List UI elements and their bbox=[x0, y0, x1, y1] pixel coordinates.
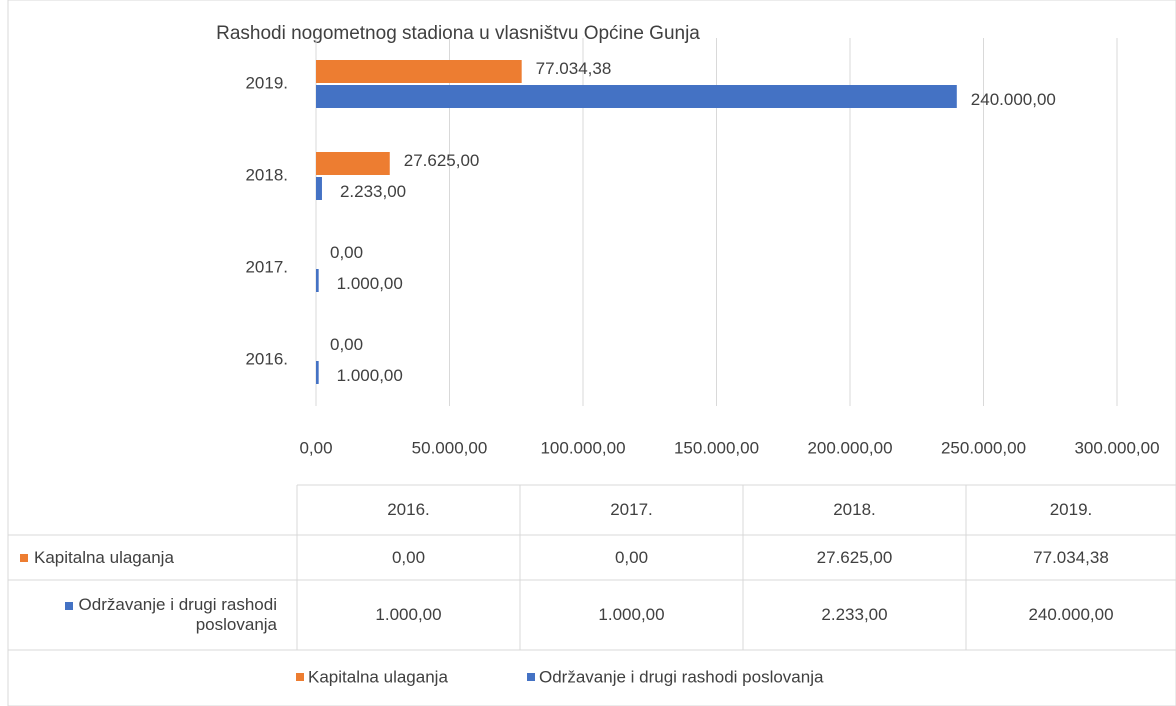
legend-swatch bbox=[527, 673, 535, 681]
bar bbox=[316, 85, 957, 108]
data-label: 2.233,00 bbox=[340, 182, 406, 201]
data-label: 0,00 bbox=[330, 243, 363, 262]
x-tick-label: 50.000,00 bbox=[412, 438, 488, 457]
table-cell: 1.000,00 bbox=[375, 605, 442, 624]
bar bbox=[316, 60, 522, 83]
table-header: 2017. bbox=[610, 500, 653, 519]
table-cell: 0,00 bbox=[614, 547, 649, 567]
chart-title: Rashodi nogometnog stadiona u vlasništvu… bbox=[216, 23, 700, 44]
row-name: Održavanje i drugi rashodi poslovanja bbox=[78, 595, 277, 634]
table-row-label: Kapitalna ulaganja bbox=[8, 535, 297, 580]
legend-label: Kapitalna ulaganja bbox=[308, 667, 448, 686]
bar bbox=[316, 269, 319, 292]
table-header: 2016. bbox=[387, 500, 430, 519]
y-tick-label: 2019. bbox=[245, 73, 288, 92]
y-tick-label: 2018. bbox=[245, 165, 288, 184]
bar bbox=[316, 152, 390, 175]
bar bbox=[316, 361, 319, 384]
y-tick-label: 2017. bbox=[245, 257, 288, 276]
y-tick-label: 2016. bbox=[245, 349, 288, 368]
table-row-label: Održavanje i drugi rashodi poslovanja bbox=[8, 580, 297, 650]
table-cell: 240.000,00 bbox=[1028, 605, 1114, 624]
table-cell: 0,00 bbox=[391, 547, 426, 567]
x-tick-label: 100.000,00 bbox=[540, 438, 625, 457]
data-label: 27.625,00 bbox=[404, 151, 480, 170]
legend-swatch bbox=[296, 673, 304, 681]
data-label: 240.000,00 bbox=[971, 90, 1056, 109]
x-tick-label: 250.000,00 bbox=[941, 438, 1026, 457]
x-tick-label: 0,00 bbox=[299, 438, 332, 457]
legend-swatch bbox=[20, 554, 28, 563]
chart-border bbox=[7, 0, 1176, 706]
legend-swatch bbox=[64, 601, 73, 610]
x-tick-label: 200.000,00 bbox=[807, 438, 892, 457]
table-cell: 77.034,38 bbox=[1033, 547, 1109, 567]
data-label: 1.000,00 bbox=[337, 274, 403, 293]
legend-label: Održavanje i drugi rashodi poslovanja bbox=[539, 667, 824, 686]
bar bbox=[316, 177, 322, 200]
row-name: Kapitalna ulaganja bbox=[34, 547, 174, 567]
data-label: 0,00 bbox=[330, 335, 363, 354]
data-label: 1.000,00 bbox=[337, 366, 403, 385]
table-cell: 27.625,00 bbox=[816, 547, 893, 567]
data-label: 77.034,38 bbox=[536, 59, 612, 78]
table-header: 2019. bbox=[1049, 500, 1093, 519]
table-header: 2018. bbox=[833, 500, 876, 519]
x-tick-label: 150.000,00 bbox=[674, 438, 759, 457]
table-cell: 1.000,00 bbox=[598, 605, 665, 624]
table-cell: 2.233,00 bbox=[821, 605, 888, 624]
x-tick-label: 300.000,00 bbox=[1074, 438, 1159, 457]
